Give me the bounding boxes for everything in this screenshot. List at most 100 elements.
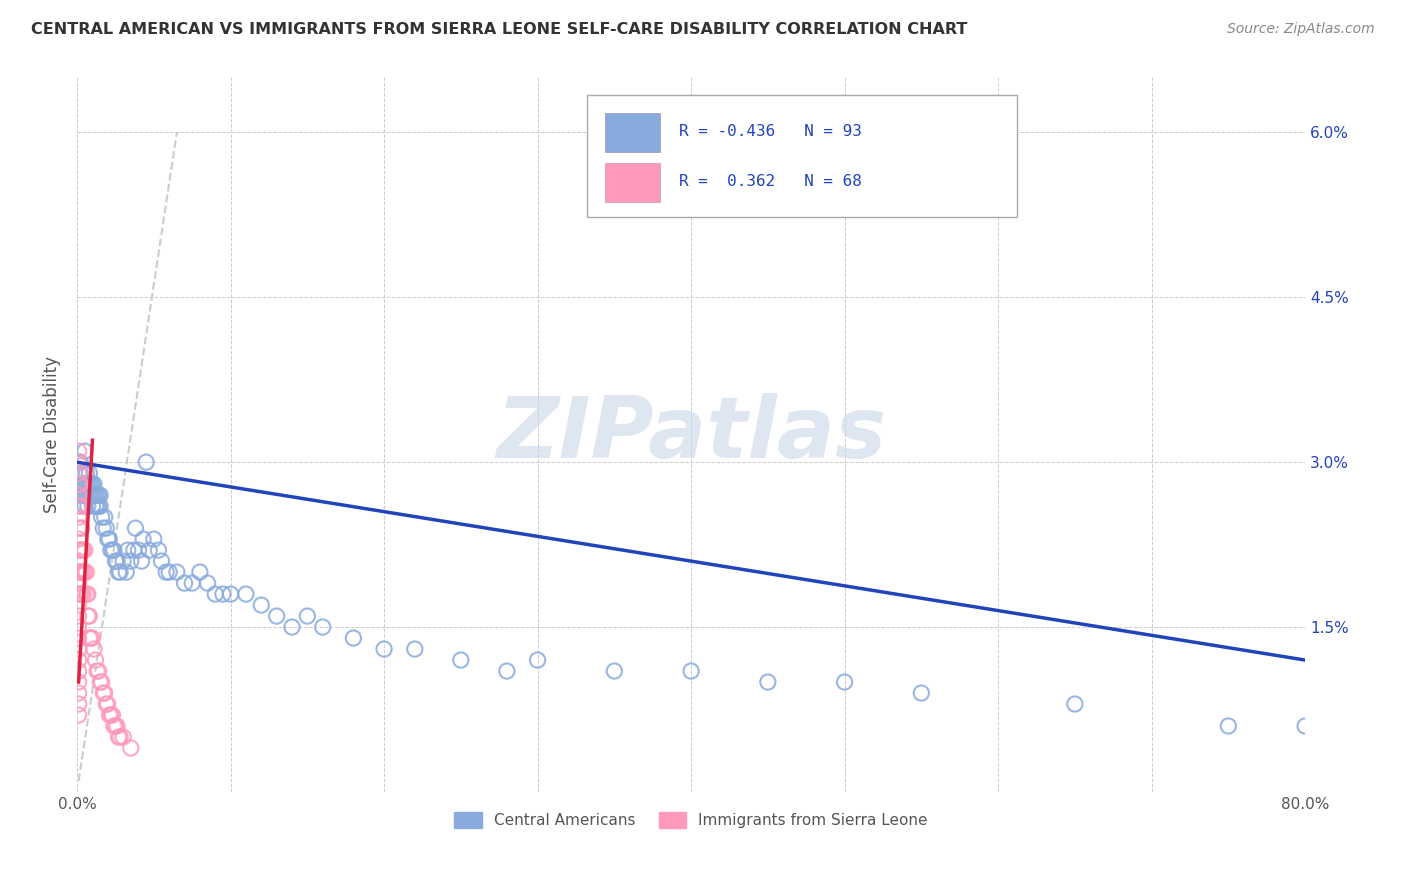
Point xyxy=(188,565,211,579)
Text: CENTRAL AMERICAN VS IMMIGRANTS FROM SIERRA LEONE SELF-CARE DISABILITY CORRELATIO: CENTRAL AMERICAN VS IMMIGRANTS FROM SIER… xyxy=(31,22,967,37)
Point xyxy=(117,543,139,558)
Point xyxy=(73,488,96,502)
Point xyxy=(103,543,125,558)
Point xyxy=(266,609,288,624)
Point xyxy=(67,543,90,558)
Point xyxy=(79,631,101,645)
Point xyxy=(204,587,226,601)
Point xyxy=(312,620,335,634)
Point xyxy=(72,565,94,579)
Point xyxy=(104,719,127,733)
Point xyxy=(67,455,90,469)
Point xyxy=(79,466,101,480)
Point xyxy=(105,554,128,568)
Point xyxy=(84,499,107,513)
Point xyxy=(86,499,108,513)
Point xyxy=(756,675,779,690)
Point xyxy=(104,554,127,568)
Point xyxy=(75,477,97,491)
Point xyxy=(83,488,105,502)
Point xyxy=(93,686,115,700)
Legend: Central Americans, Immigrants from Sierra Leone: Central Americans, Immigrants from Sierr… xyxy=(449,806,934,834)
Point xyxy=(80,631,103,645)
Point xyxy=(72,477,94,491)
Point xyxy=(72,466,94,480)
Point xyxy=(70,565,93,579)
Point xyxy=(82,488,104,502)
Point xyxy=(181,576,204,591)
Point xyxy=(80,477,103,491)
Point xyxy=(79,488,101,502)
Point xyxy=(72,543,94,558)
Point xyxy=(603,664,626,678)
Point xyxy=(76,499,98,513)
Point xyxy=(91,686,114,700)
Point xyxy=(75,466,97,480)
Text: R =  0.362   N = 68: R = 0.362 N = 68 xyxy=(679,174,862,189)
Point xyxy=(67,455,90,469)
Point xyxy=(80,488,103,502)
Point xyxy=(67,554,90,568)
Point xyxy=(67,488,90,502)
Point xyxy=(90,510,112,524)
Point xyxy=(148,543,170,558)
Point xyxy=(105,719,128,733)
Point xyxy=(112,730,135,744)
Point xyxy=(450,653,472,667)
Point xyxy=(67,565,90,579)
Point xyxy=(108,565,131,579)
Point xyxy=(404,642,426,657)
Point xyxy=(120,741,142,756)
Point xyxy=(86,664,108,678)
Text: R = -0.436   N = 93: R = -0.436 N = 93 xyxy=(679,124,862,139)
Point xyxy=(67,532,90,546)
Point xyxy=(910,686,932,700)
Point xyxy=(73,499,96,513)
Point xyxy=(132,532,155,546)
Point xyxy=(98,708,121,723)
Point xyxy=(681,664,703,678)
Point xyxy=(212,587,235,601)
Point xyxy=(197,576,219,591)
Point xyxy=(142,532,165,546)
Point xyxy=(67,653,90,667)
Y-axis label: Self-Care Disability: Self-Care Disability xyxy=(44,356,60,513)
Point xyxy=(166,565,188,579)
Point xyxy=(101,543,124,558)
Point xyxy=(67,697,90,711)
Point xyxy=(70,587,93,601)
Point xyxy=(67,576,90,591)
Text: Source: ZipAtlas.com: Source: ZipAtlas.com xyxy=(1227,22,1375,37)
Point xyxy=(76,609,98,624)
FancyBboxPatch shape xyxy=(586,95,1017,217)
Point xyxy=(67,675,90,690)
Text: ZIPatlas: ZIPatlas xyxy=(496,393,886,476)
Point xyxy=(131,554,153,568)
Point xyxy=(73,444,96,458)
Point xyxy=(82,499,104,513)
Point xyxy=(82,477,104,491)
Point xyxy=(1218,719,1240,733)
Point xyxy=(96,521,118,535)
Point xyxy=(342,631,364,645)
Point xyxy=(1294,719,1316,733)
Point xyxy=(79,477,101,491)
Point xyxy=(67,477,90,491)
Point xyxy=(69,543,91,558)
Point xyxy=(83,477,105,491)
Point xyxy=(70,521,93,535)
Point xyxy=(87,488,110,502)
Point xyxy=(73,565,96,579)
Point xyxy=(76,488,98,502)
Point xyxy=(69,455,91,469)
Point xyxy=(157,565,180,579)
Point xyxy=(297,609,319,624)
Point xyxy=(96,697,118,711)
Point xyxy=(72,587,94,601)
Point xyxy=(76,477,98,491)
Point xyxy=(67,510,90,524)
Point xyxy=(67,620,90,634)
Point xyxy=(79,609,101,624)
Point xyxy=(281,620,304,634)
Point xyxy=(107,565,129,579)
